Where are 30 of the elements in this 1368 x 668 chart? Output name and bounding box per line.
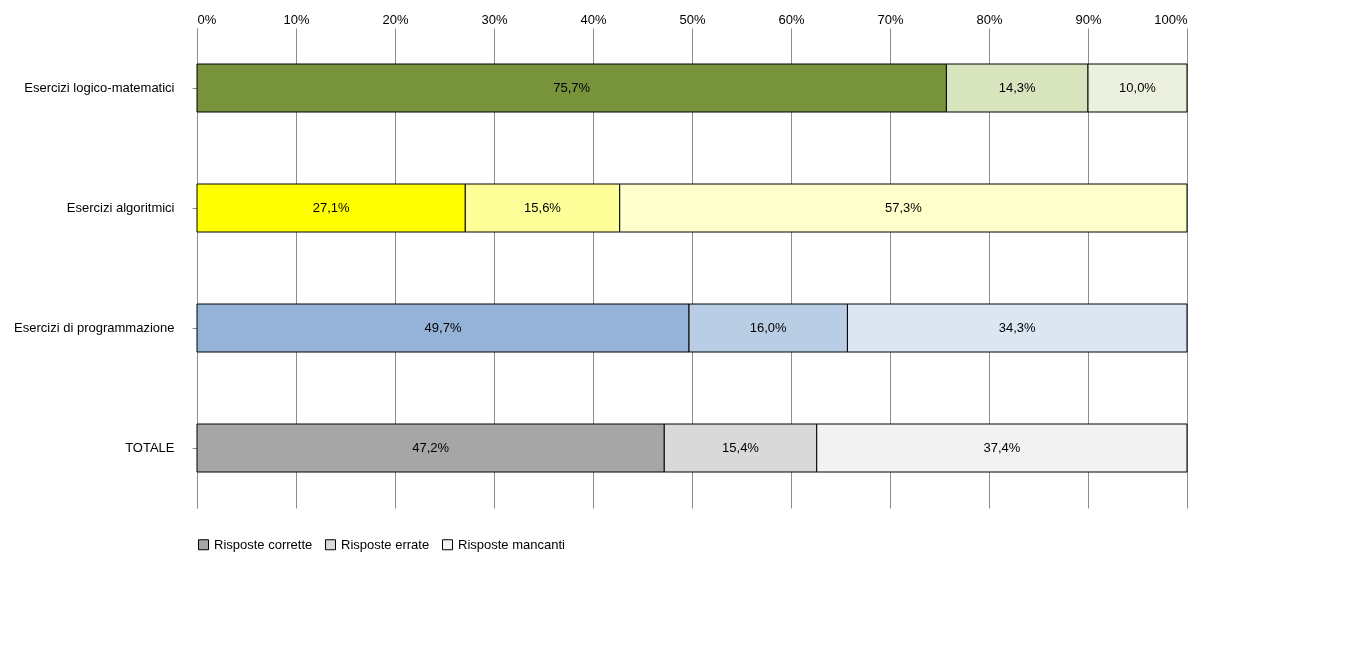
y-tick-label: Esercizi algoritmici	[66, 200, 175, 215]
legend-label: Risposte corrette	[214, 536, 313, 552]
data-label: 15,6%	[524, 200, 562, 215]
data-label: 10,0%	[1119, 80, 1157, 95]
x-tick-label: 50%	[679, 11, 706, 27]
x-tick-label: 0%	[197, 11, 217, 27]
x-tick-label: 30%	[481, 11, 508, 27]
x-tick-label: 10%	[283, 11, 310, 27]
data-label: 75,7%	[553, 80, 591, 95]
data-label: 57,3%	[884, 200, 923, 215]
x-tick-label: 20%	[382, 11, 409, 27]
data-label: 34,3%	[998, 320, 1037, 335]
y-tick-label: Esercizi logico-matematici	[24, 80, 175, 95]
data-label: 37,4%	[983, 440, 1021, 455]
data-label: 16,0%	[749, 320, 788, 335]
x-tick-label: 40%	[580, 11, 607, 27]
legend-label: Risposte mancanti	[458, 536, 566, 552]
x-tick-label: 90%	[1075, 11, 1102, 27]
y-tick-label: TOTALE	[125, 440, 175, 455]
data-label: 49,7%	[424, 320, 462, 335]
legend-label: Risposte errate	[341, 536, 430, 552]
y-tick-label: Esercizi di programmazione	[14, 320, 175, 335]
x-tick-label: 100%	[1154, 11, 1188, 27]
data-label: 27,1%	[312, 200, 351, 215]
x-tick-label: 70%	[877, 11, 904, 27]
data-label: 14,3%	[998, 80, 1037, 95]
x-tick-label: 80%	[976, 11, 1003, 27]
x-tick-label: 60%	[778, 11, 805, 27]
data-label: 15,4%	[722, 440, 760, 455]
data-label: 47,2%	[412, 440, 450, 455]
